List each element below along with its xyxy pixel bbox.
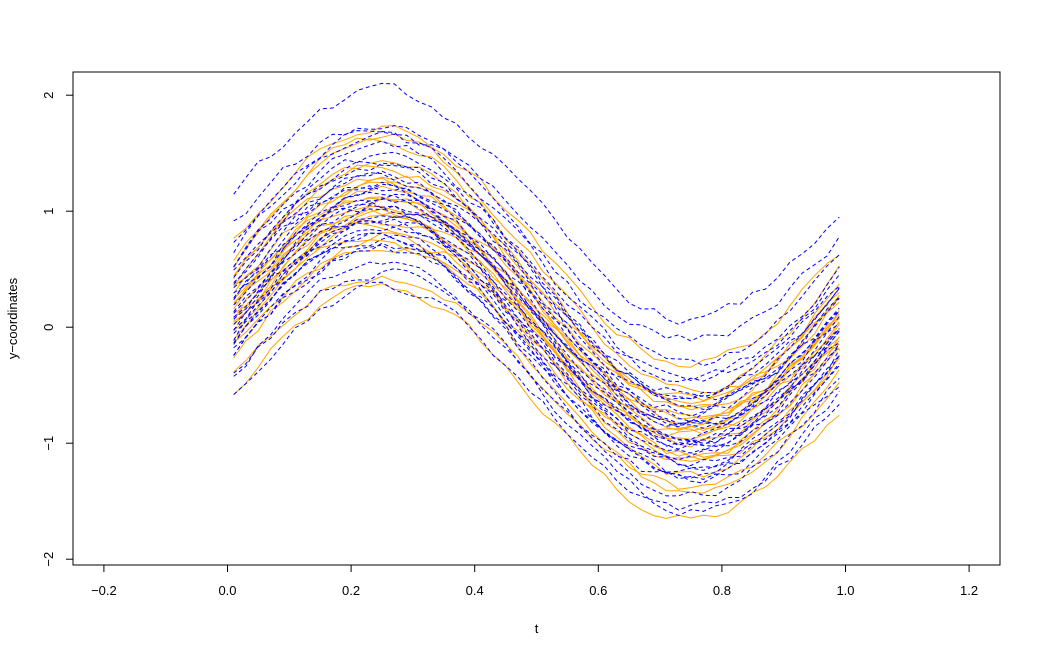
blue-dashed-curve (233, 170, 840, 425)
y-tick-label: 2 (41, 92, 56, 99)
blue-dashed-curve (233, 200, 840, 429)
blue-dashed-curve (233, 268, 840, 480)
blue-dashed-curve (233, 140, 840, 401)
orange-solid-curve (233, 282, 840, 519)
plot-frame (72, 71, 1001, 566)
y-axis-title: y−coordinates (5, 277, 20, 359)
blue-dashed-curve (233, 130, 840, 367)
blue-dashed-curve (233, 125, 840, 342)
x-tick-label: 0.4 (466, 583, 484, 598)
blue-dashed-curve (233, 204, 840, 461)
x-axis-title: t (535, 621, 539, 636)
orange-solid-curve (233, 208, 840, 432)
y-axis: −2 −1 0 1 2 (41, 92, 74, 567)
orange-solid-curve (233, 206, 840, 420)
curves-layer (233, 82, 840, 519)
blue-dashed-curve (233, 215, 840, 473)
orange-solid-curve (233, 239, 840, 494)
orange-solid-curve (233, 247, 840, 462)
orange-solid-curve (233, 232, 840, 448)
blue-dashed-curve (233, 216, 840, 441)
y-tick-label: −1 (41, 436, 56, 451)
y-tick-label: 0 (41, 324, 56, 331)
blue-dashed-curve (233, 185, 840, 427)
y-tick-label: −2 (41, 552, 56, 567)
blue-dashed-curve (233, 191, 840, 428)
blue-dashed-curve (233, 162, 840, 423)
x-tick-label: 0.6 (589, 583, 607, 598)
blue-dashed-curve (233, 160, 840, 400)
blue-dashed-curve (233, 130, 840, 383)
orange-solid-curve (233, 208, 840, 458)
blue-dashed-curve (233, 205, 840, 444)
blue-dashed-curve (233, 82, 840, 325)
orange-solid-curve (233, 160, 840, 405)
blue-dashed-curve (233, 244, 840, 467)
blue-dashed-curve (233, 234, 840, 450)
blue-dashed-curve (233, 181, 840, 417)
blue-dashed-curve (233, 183, 840, 446)
x-tick-label: 1.0 (836, 583, 854, 598)
blue-dashed-curve (233, 197, 840, 411)
orange-solid-curve (233, 164, 840, 425)
y-tick-label: 1 (41, 208, 56, 215)
orange-solid-curve (233, 214, 840, 440)
x-tick-label: 0.2 (342, 583, 360, 598)
blue-dashed-curve (233, 219, 840, 454)
orange-solid-curve (233, 222, 840, 459)
blue-dashed-curve (233, 242, 840, 484)
blue-dashed-curve (233, 151, 840, 382)
orange-solid-curve (233, 133, 840, 394)
blue-dashed-curve (233, 281, 840, 511)
blue-dashed-curve (233, 226, 840, 479)
x-tick-label: −0.2 (91, 583, 117, 598)
blue-dashed-curve (233, 172, 840, 398)
x-tick-label: 0.0 (218, 583, 236, 598)
x-tick-label: 0.8 (713, 583, 731, 598)
blue-dashed-curve (233, 261, 840, 517)
x-axis: −0.2 0.0 0.2 0.4 0.6 0.8 1.0 1.2 (91, 564, 978, 598)
x-tick-label: 1.2 (960, 583, 978, 598)
orange-solid-curve (233, 137, 840, 407)
